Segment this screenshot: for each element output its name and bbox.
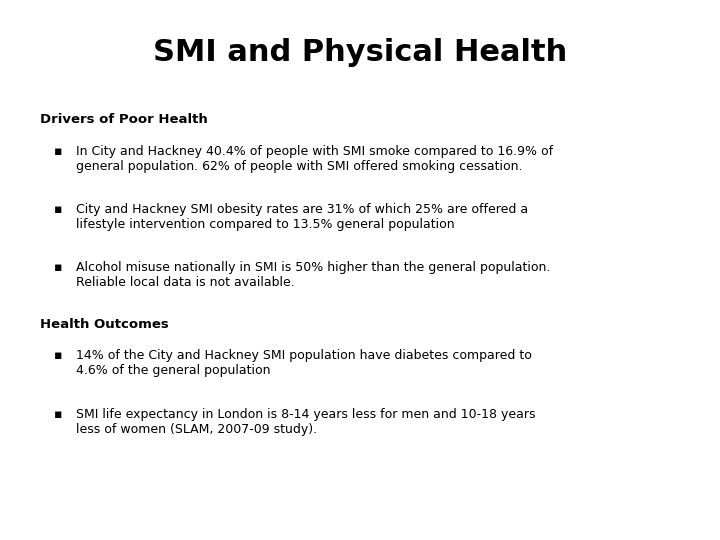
Text: ▪: ▪ <box>54 203 63 216</box>
Text: Alcohol misuse nationally in SMI is 50% higher than the general population.
Reli: Alcohol misuse nationally in SMI is 50% … <box>76 261 550 289</box>
Text: SMI life expectancy in London is 8-14 years less for men and 10-18 years
less of: SMI life expectancy in London is 8-14 ye… <box>76 408 535 436</box>
Text: ▪: ▪ <box>54 261 63 274</box>
Text: ▪: ▪ <box>54 408 63 421</box>
Text: Health Outcomes: Health Outcomes <box>40 318 168 331</box>
Text: SMI and Physical Health: SMI and Physical Health <box>153 38 567 67</box>
Text: City and Hackney SMI obesity rates are 31% of which 25% are offered a
lifestyle : City and Hackney SMI obesity rates are 3… <box>76 203 528 231</box>
Text: ▪: ▪ <box>54 145 63 158</box>
Text: ▪: ▪ <box>54 349 63 362</box>
Text: 14% of the City and Hackney SMI population have diabetes compared to
4.6% of the: 14% of the City and Hackney SMI populati… <box>76 349 531 377</box>
Text: Drivers of Poor Health: Drivers of Poor Health <box>40 113 207 126</box>
Text: In City and Hackney 40.4% of people with SMI smoke compared to 16.9% of
general : In City and Hackney 40.4% of people with… <box>76 145 553 173</box>
